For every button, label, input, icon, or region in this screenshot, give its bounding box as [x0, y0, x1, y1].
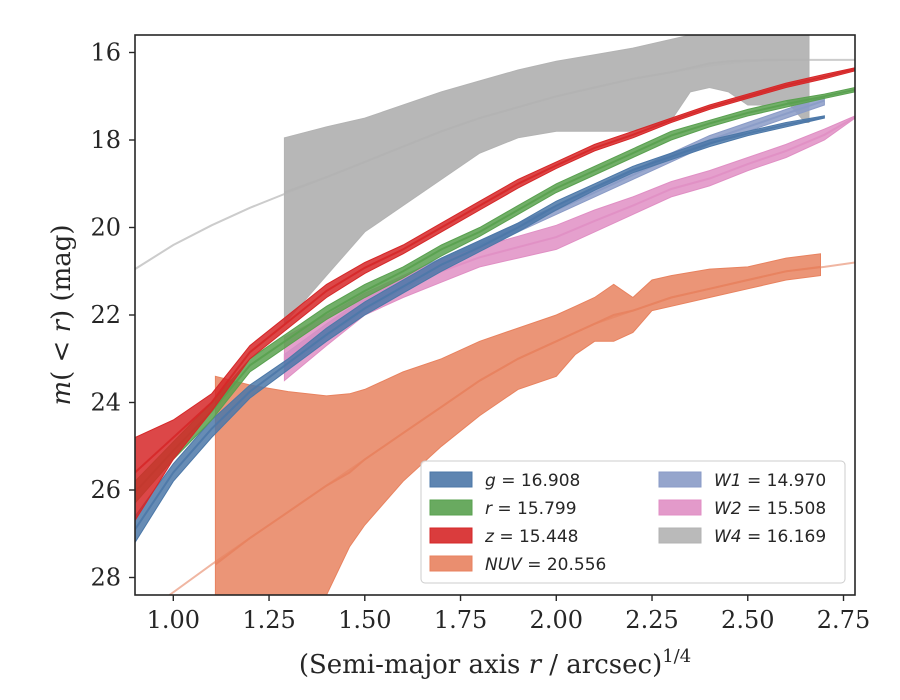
- x-tick-label: 1.25: [242, 606, 295, 634]
- legend-label-g: g = 16.908: [485, 471, 580, 491]
- y-axis-title: m( < r) (mag): [47, 224, 77, 405]
- model-line-nuv: [214, 265, 821, 566]
- x-tick-label: 2.25: [625, 606, 678, 634]
- y-tick-label: 24: [90, 389, 121, 417]
- legend-swatch-w4: [658, 527, 702, 544]
- plot-area: [135, 35, 855, 595]
- model-line-r: [135, 88, 855, 493]
- y-tick-label: 22: [90, 301, 121, 329]
- x-axis-title: (Semi-major axis r / arcsec)1/4: [299, 646, 691, 680]
- y-tick-label: 28: [90, 564, 121, 592]
- model-line-z: [135, 68, 855, 474]
- legend-swatch-nuv: [429, 555, 473, 572]
- axis-ticks: 1.00 1.25 1.50 1.75 2.00 2.25 2.50 2.75 16 18 20 22…: [90, 39, 870, 635]
- x-tick-label: 2.00: [530, 606, 583, 634]
- y-tick-label: 16: [90, 39, 121, 67]
- legend-swatch-z: [429, 527, 473, 544]
- legend-swatch-w2: [658, 499, 702, 516]
- legend-label-w2: W2 = 15.508: [714, 499, 826, 519]
- legend-swatch-w1: [658, 471, 702, 488]
- legend-box: [420, 460, 846, 584]
- x-tick-label: 1.75: [434, 606, 487, 634]
- x-tick-label: 2.50: [721, 606, 774, 634]
- model-line-w4: [284, 58, 809, 194]
- legend-label-r: r = 15.799: [485, 499, 577, 519]
- band-nuv: [214, 253, 821, 595]
- legend-label-z: z = 15.448: [484, 527, 578, 547]
- legend-swatch-r: [429, 499, 473, 516]
- band-r: [135, 86, 855, 504]
- y-tick-label: 26: [90, 476, 121, 504]
- model-line-g: [135, 116, 825, 530]
- x-tick-label: 1.50: [338, 606, 391, 634]
- band-z: [135, 67, 855, 522]
- x-tick-label: 2.75: [817, 606, 870, 634]
- y-tick-label: 18: [90, 126, 121, 154]
- legend-label-w4: W4 = 16.169: [714, 527, 826, 547]
- legend-label-w1: W1 = 14.970: [714, 471, 826, 491]
- x-tick-label: 1.00: [147, 606, 200, 634]
- legend-label-nuv: NUV = 20.556: [485, 555, 606, 575]
- plot-frame: [134, 34, 856, 596]
- band-w4: [283, 35, 810, 326]
- legend-swatch-g: [429, 471, 473, 488]
- chart-legend: g = 16.908 r = 15.799 z = 15.448 NUV = 20.5…: [420, 460, 846, 584]
- y-tick-label: 20: [90, 214, 121, 242]
